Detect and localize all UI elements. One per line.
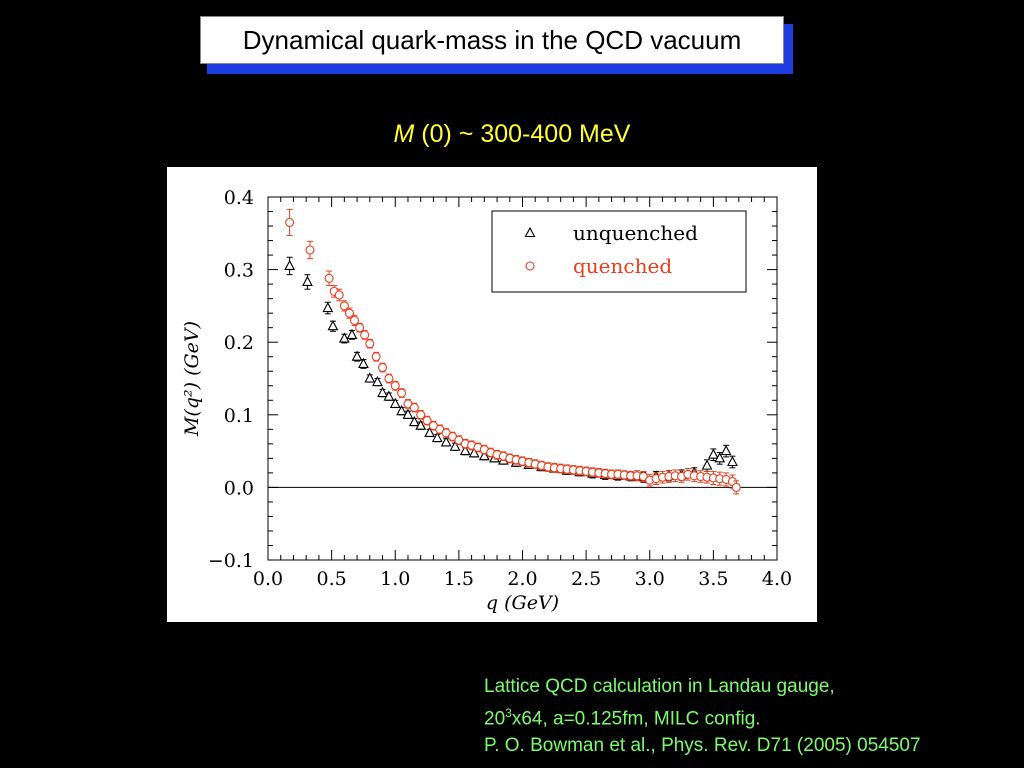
data-point-circle (397, 388, 407, 398)
legend-label: quenched (573, 254, 672, 278)
x-axis-label: q (GeV) (486, 592, 559, 614)
title-box: Dynamical quark-mass in the QCD vacuum (200, 16, 784, 64)
data-point-circle (334, 290, 344, 300)
data-point-circle (422, 416, 432, 426)
data-point-circle (365, 339, 375, 349)
data-point-triangle (338, 332, 350, 343)
data-point-circle (390, 381, 400, 391)
data-point-triangle (459, 444, 471, 456)
data-point-triangle (389, 397, 401, 408)
y-tick-label: −0.1 (208, 550, 254, 572)
data-point-circle (731, 482, 741, 492)
series-quenched (285, 208, 741, 495)
x-tick-label: 3.0 (635, 568, 665, 590)
subtitle-argument: (0) (414, 120, 452, 148)
y-tick-label: 0.0 (224, 477, 254, 499)
x-tick-label: 2.0 (507, 568, 537, 590)
legend-label: unquenched (573, 221, 698, 245)
data-point-triangle (322, 301, 334, 313)
legend: unquenched quenched (491, 210, 747, 293)
caption-line-2-sup: 3 (505, 706, 512, 720)
y-tick-label: 0.2 (224, 332, 254, 354)
data-point-circle (355, 323, 365, 333)
data-point-circle (305, 245, 315, 255)
data-point-triangle (720, 444, 732, 456)
data-point-circle (285, 217, 295, 227)
data-point-triangle (431, 431, 443, 443)
data-point-circle (324, 273, 334, 283)
data-point-circle (416, 410, 426, 420)
x-tick-label: 3.5 (698, 568, 728, 590)
x-tick-label: 2.5 (571, 568, 601, 590)
data-point-triangle (478, 450, 490, 461)
x-tick-label: 0.5 (317, 568, 347, 590)
x-tick-label: 4.0 (762, 568, 792, 590)
legend-box (491, 210, 747, 293)
data-point-triangle (364, 372, 376, 383)
data-point-triangle (714, 452, 726, 463)
caption-line-1: Lattice QCD calculation in Landau gauge, (484, 676, 835, 697)
data-point-circle (344, 308, 354, 318)
caption-line-3: P. O. Bowman et al., Phys. Rev. D71 (200… (484, 735, 921, 757)
data-point-triangle (701, 459, 713, 470)
chart: 0.0 0.5 1.0 1.5 2.0 2.5 3.0 3.5 4.0−0.10.00.10.2… (181, 187, 792, 614)
data-point-triangle (346, 328, 358, 339)
data-point-triangle (424, 426, 436, 438)
data-point-circle (409, 402, 419, 413)
y-tick-label: 0.4 (224, 187, 254, 209)
data-point-triangle (351, 350, 363, 361)
data-point-triangle (449, 440, 461, 451)
caption-line-2: 203x64, a=0.125fm, MILC config. (484, 700, 921, 732)
data-point-triangle (383, 390, 395, 401)
legend-marker-triangle (524, 226, 536, 238)
data-point-triangle (327, 320, 339, 331)
slide-subtitle: M (0) ~ 300-400 MeV (0, 120, 1024, 149)
caption-line-2-suffix: x64, a=0.125fm, MILC config. (511, 708, 761, 730)
caption-line-2-prefix: 20 (484, 708, 506, 730)
x-tick-label: 1.0 (380, 568, 410, 590)
data-point-triangle (415, 419, 427, 430)
legend-marker-circle (525, 261, 535, 271)
caption: Lattice QCD calculation in Landau gauge,… (484, 673, 921, 759)
data-point-circle (349, 315, 360, 325)
subtitle-value: ~ 300-400 MeV (451, 120, 631, 148)
data-point-triangle (396, 404, 408, 416)
data-point-circle (360, 330, 370, 340)
data-point-circle (339, 301, 349, 311)
y-tick-label: 0.1 (224, 405, 254, 427)
x-tick-label: 0.0 (253, 568, 283, 590)
data-point-circle (371, 352, 381, 362)
subtitle-variable: M (393, 120, 415, 148)
data-point-triangle (707, 448, 719, 459)
data-point-triangle (377, 386, 388, 398)
data-point-triangle (408, 415, 420, 427)
data-point-triangle (358, 357, 369, 369)
data-point-circle (384, 373, 394, 384)
chart-panel: 0.0 0.5 1.0 1.5 2.0 2.5 3.0 3.5 4.0 −0.1 0.0 0.1 0.2… (167, 167, 817, 622)
y-axis-label: M(q²) (GeV) (181, 321, 203, 437)
data-point-triangle (302, 275, 313, 286)
data-point-triangle (727, 455, 738, 467)
data-point-triangle (440, 436, 452, 447)
data-point-triangle (468, 447, 480, 458)
data-point-circle (377, 363, 388, 373)
data-point-triangle (284, 259, 296, 271)
slide-title: Dynamical quark-mass in the QCD vacuum (242, 24, 742, 55)
data-point-triangle (372, 375, 383, 387)
x-tick-label: 1.5 (444, 568, 474, 590)
y-tick-label: 0.3 (224, 260, 254, 282)
data-point-triangle (402, 408, 414, 419)
